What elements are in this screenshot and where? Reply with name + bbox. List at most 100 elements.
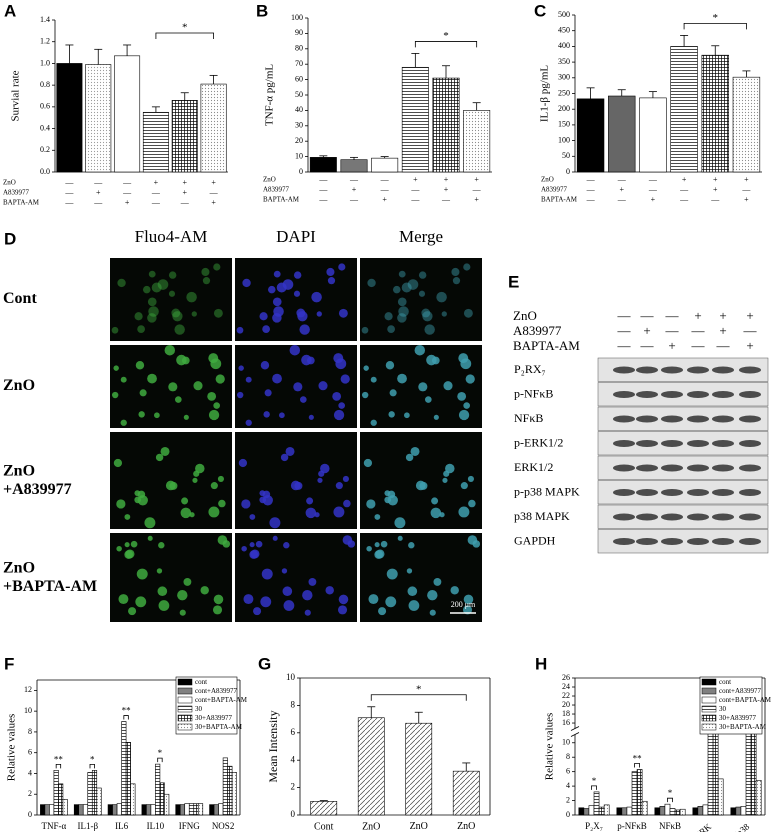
condition-label: ZnO xyxy=(541,176,554,184)
cell xyxy=(241,546,247,552)
protein-label: NFκB xyxy=(514,411,543,425)
condition-sign: — xyxy=(64,198,74,207)
condition-label: A839977 xyxy=(263,186,290,194)
blot-bg xyxy=(597,455,769,480)
legend-label: cont xyxy=(719,678,731,686)
cell xyxy=(124,550,133,559)
cell xyxy=(380,540,388,548)
x-tick-label: IL1-β xyxy=(77,821,98,831)
y-tick-label: 0 xyxy=(566,167,570,176)
bar xyxy=(58,783,64,816)
cell xyxy=(283,600,295,611)
condition-sign: + xyxy=(643,323,650,338)
condition-sign: + xyxy=(413,175,418,184)
cell xyxy=(236,326,244,334)
y-tick-label: 1.2 xyxy=(40,37,50,46)
axis-break-gap xyxy=(572,728,578,735)
micrograph xyxy=(360,533,482,622)
blot-strip xyxy=(597,357,769,382)
condition-sign: + xyxy=(713,175,718,184)
bar xyxy=(91,770,98,816)
condition-sign: — xyxy=(410,195,420,204)
cell xyxy=(374,550,383,559)
cell xyxy=(222,540,231,548)
blot-band xyxy=(739,464,761,472)
y-tick-label: 1.4 xyxy=(40,15,50,24)
column-header: Merge xyxy=(399,227,443,246)
condition-sign: — xyxy=(349,195,359,204)
error-bar xyxy=(94,48,103,65)
cell xyxy=(472,540,481,548)
cell xyxy=(361,326,369,334)
bar xyxy=(674,809,681,816)
error-bar xyxy=(462,762,471,772)
legend-swatch xyxy=(701,696,717,704)
cell xyxy=(241,499,251,509)
cell xyxy=(294,481,303,490)
cell xyxy=(273,270,281,278)
cell xyxy=(208,409,220,421)
legend-swatch xyxy=(177,687,193,695)
blot-strip xyxy=(597,455,769,480)
cell xyxy=(347,540,356,548)
condition-label: A839977 xyxy=(541,186,568,194)
bar xyxy=(712,724,719,816)
legend-label: 30+A839977 xyxy=(195,714,233,722)
blot-band xyxy=(687,513,709,521)
cell xyxy=(468,499,476,508)
bar xyxy=(155,763,161,816)
cell xyxy=(418,382,428,392)
cell xyxy=(430,507,442,519)
cell xyxy=(186,291,197,303)
micrograph-bg xyxy=(360,258,482,341)
cell xyxy=(158,542,165,549)
cell xyxy=(363,458,373,468)
x-tick-label: NFκB xyxy=(659,821,681,831)
error-bar xyxy=(319,800,328,802)
legend-swatch xyxy=(701,714,717,722)
condition-sign: + xyxy=(744,175,749,184)
blot-band xyxy=(739,391,761,398)
significance-bracket xyxy=(667,797,673,803)
blot-band xyxy=(636,513,658,521)
cell xyxy=(201,267,210,277)
y-tick-label: 2 xyxy=(566,795,570,804)
bar xyxy=(598,806,605,816)
cell xyxy=(113,365,119,371)
x-tick-label: p-NFκB xyxy=(617,821,647,831)
cell xyxy=(463,308,473,318)
bar xyxy=(171,100,198,173)
protein-label: p38 MAPK xyxy=(514,509,570,523)
cell xyxy=(387,490,396,499)
micrograph xyxy=(360,432,482,529)
blot-band xyxy=(661,464,683,472)
legend-label: 30 xyxy=(195,705,203,713)
significance-bracket xyxy=(683,23,747,30)
blot-band xyxy=(661,440,683,447)
cell xyxy=(338,263,346,271)
bar xyxy=(463,110,491,173)
blot-band xyxy=(687,538,709,545)
cell xyxy=(327,277,336,285)
condition-sign: — xyxy=(380,175,390,184)
cell xyxy=(338,308,348,318)
legend-label: 30+BAPTA-AM xyxy=(719,723,767,731)
micrograph xyxy=(235,258,357,341)
blot-band xyxy=(712,440,734,447)
blot-band xyxy=(636,391,658,398)
micrograph-bg xyxy=(110,258,232,341)
cell xyxy=(427,590,438,601)
y-tick-label: 0 xyxy=(299,167,303,176)
condition-label: BAPTA-AM xyxy=(263,196,300,204)
error-bar xyxy=(711,45,720,56)
y-tick-label: 90 xyxy=(295,28,303,37)
condition-sign: — xyxy=(472,185,482,194)
cell xyxy=(338,594,349,605)
row-label: ZnO +BAPTA-AM xyxy=(3,559,97,594)
blot-band xyxy=(712,464,734,472)
bar xyxy=(679,808,686,816)
blot-band xyxy=(613,391,635,398)
y-tick-label: 0 xyxy=(291,809,296,819)
condition-sign: — xyxy=(743,323,758,338)
bar xyxy=(735,806,742,816)
